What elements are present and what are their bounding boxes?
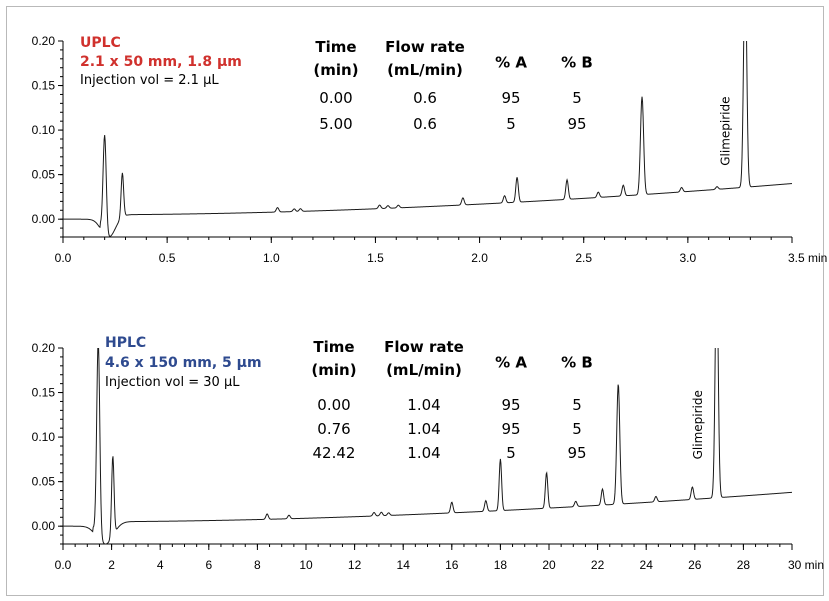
table-cell: 1.04 <box>407 444 440 462</box>
y-tick-label: 0.05 <box>32 168 56 182</box>
table-cell: 5 <box>572 420 582 438</box>
injection-volume: Injection vol = 30 µL <box>105 375 240 390</box>
table-header-unit: (mL/min) <box>386 361 462 379</box>
x-tick-label: 3.5 min <box>788 251 827 265</box>
x-tick-label: 8 <box>254 558 261 572</box>
y-tick-label: 0.10 <box>32 430 56 444</box>
table-cell: 0.6 <box>413 115 437 133</box>
x-tick-label: 2 <box>108 558 115 572</box>
table-cell: 95 <box>501 420 520 438</box>
table-cell: 5 <box>572 396 582 414</box>
x-tick-label: 18 <box>494 558 508 572</box>
table-header: Flow rate <box>384 338 464 356</box>
x-tick-label: 16 <box>445 558 459 572</box>
injection-volume: Injection vol = 2.1 µL <box>80 73 219 88</box>
table-header: % B <box>561 354 593 372</box>
x-tick-label: 1.5 <box>367 251 384 265</box>
x-tick-label: 20 <box>542 558 556 572</box>
column-type-title: UPLC <box>80 35 121 51</box>
peak-label-glimepiride: Glimepiride <box>691 390 705 459</box>
y-tick-label: 0.10 <box>32 123 56 137</box>
table-cell: 0.00 <box>317 396 350 414</box>
table-header: % A <box>495 354 527 372</box>
y-tick-label: 0.20 <box>32 34 56 48</box>
y-tick-label: 0.00 <box>32 212 56 226</box>
chromatogram-trace <box>63 41 792 237</box>
table-header: Time <box>313 338 354 356</box>
y-tick-label: 0.15 <box>32 386 56 400</box>
uplc-chart: 0.00 0.05 0.10 0.15 0.20 0.0 0.5 1.0 1.5 2.0 2.5 3.… <box>32 34 828 265</box>
x-tick-label: 2.0 <box>471 251 488 265</box>
chromatogram-trace <box>63 348 792 544</box>
column-dimensions: 4.6 x 150 mm, 5 µm <box>105 355 262 371</box>
x-tick-label: 30 min <box>788 558 824 572</box>
table-cell: 0.6 <box>413 89 437 107</box>
table-header-unit: (mL/min) <box>387 61 463 79</box>
x-tick-label: 28 <box>737 558 751 572</box>
x-tick-label: 3.0 <box>680 251 697 265</box>
y-tick-label: 0.20 <box>32 341 56 355</box>
x-tick-label: 22 <box>591 558 605 572</box>
x-tick-label: 4 <box>157 558 164 572</box>
x-tick-label: 2.5 <box>575 251 592 265</box>
x-tick-label: 0.0 <box>55 251 72 265</box>
table-cell: 5.00 <box>319 115 352 133</box>
x-tick-label: 0.5 <box>159 251 176 265</box>
x-tick-label: 26 <box>688 558 702 572</box>
y-tick-label: 0.00 <box>32 519 56 533</box>
table-header-unit: (min) <box>311 361 356 379</box>
column-dimensions: 2.1 x 50 mm, 1.8 µm <box>80 54 242 70</box>
peak-label-glimepiride: Glimepiride <box>719 96 733 165</box>
table-header: Time <box>315 38 356 56</box>
x-tick-label: 1.0 <box>263 251 280 265</box>
x-tick-label: 12 <box>348 558 362 572</box>
table-cell: 95 <box>567 444 586 462</box>
x-tick-label: 0.0 <box>55 558 72 572</box>
table-cell: 95 <box>567 115 586 133</box>
table-cell: 95 <box>501 396 520 414</box>
table-cell: 95 <box>501 89 520 107</box>
table-cell: 1.04 <box>407 396 440 414</box>
x-tick-label: 24 <box>640 558 654 572</box>
table-cell: 0.00 <box>319 89 352 107</box>
table-header: % B <box>561 54 593 72</box>
table-cell: 5 <box>572 89 582 107</box>
x-tick-label: 14 <box>397 558 411 572</box>
x-tick-label: 6 <box>205 558 212 572</box>
column-type-title: HPLC <box>105 335 146 351</box>
table-cell: 1.04 <box>407 420 440 438</box>
table-header-unit: (min) <box>313 61 358 79</box>
table-header: % A <box>495 54 527 72</box>
y-tick-label: 0.05 <box>32 475 56 489</box>
table-cell: 42.42 <box>313 444 356 462</box>
hplc-chart: 0.000.050.100.150.200.0 2 4 6 8 10 12 14 16 18 20 2… <box>32 335 824 572</box>
table-cell: 5 <box>506 115 516 133</box>
figure-frame <box>6 6 824 596</box>
table-cell: 0.76 <box>317 420 350 438</box>
x-tick-label: 10 <box>299 558 313 572</box>
table-cell: 5 <box>506 444 516 462</box>
table-header: Flow rate <box>385 38 465 56</box>
y-tick-label: 0.15 <box>32 79 56 93</box>
